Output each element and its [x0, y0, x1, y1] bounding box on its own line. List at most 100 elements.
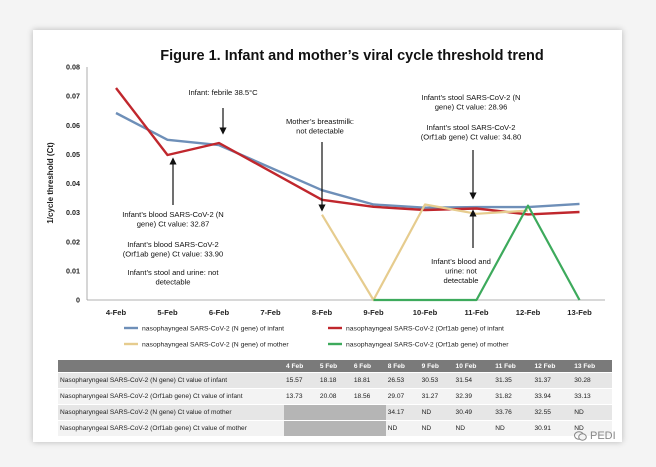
table-row-label: Nasopharyngeal SARS-CoV-2 (N gene) Ct va…	[58, 372, 284, 389]
series-line-2	[321, 203, 529, 302]
table-cell: 32.39	[453, 388, 494, 405]
table-cell: 26.53	[385, 372, 420, 389]
y-tick-label: 0.01	[66, 266, 80, 275]
table-header-cell: 10 Feb	[453, 360, 494, 373]
table-cell: 18.18	[317, 372, 352, 389]
table-header-cell: 5 Feb	[317, 360, 352, 373]
x-tick-label: 12-Feb	[516, 308, 541, 317]
table-header-cell: 12 Feb	[532, 360, 573, 373]
chart-title: Figure 1. Infant and mother’s viral cycl…	[160, 48, 544, 64]
table-header-cell: 6 Feb	[351, 360, 386, 373]
table-row: Nasopharyngeal SARS-CoV-2 (Orf1ab gene) …	[58, 388, 612, 405]
table-cell: 15.57	[284, 372, 318, 389]
x-tick-labels: 4-Feb 5-Feb 6-Feb 7-Feb 8-Feb 9-Feb 10-Feb 11-F…	[106, 308, 592, 317]
table-cell: 30.28	[572, 372, 612, 389]
legend-label: nasophayngeal SARS-CoV-2 (Orf1ab gene) o…	[346, 326, 504, 333]
annotation-stool1: Infant’s stool SARS-CoV-2 (N gene) Ct val…	[421, 93, 520, 112]
annotation-blood1: Infant’s blood SARS-CoV-2 (N gene) Ct val…	[122, 210, 224, 229]
x-tick-label: 8-Feb	[312, 308, 333, 317]
annotation-line: detectable	[443, 276, 478, 285]
table-blank-cell	[284, 420, 386, 436]
annotation-line: Infant’s blood SARS-CoV-2	[127, 240, 218, 249]
table-cell: ND	[453, 420, 494, 436]
annotation-stoolurine: Infant’s stool and urine: not detectable	[127, 268, 219, 287]
annotation-line: Infant’s stool SARS-CoV-2 (N	[421, 93, 520, 102]
annotation-arrows	[169, 108, 477, 248]
x-tick-label: 7-Feb	[260, 308, 281, 317]
table-header-cell: 11 Feb	[493, 360, 533, 373]
wechat-icon	[574, 431, 587, 441]
table-header-cell: 9 Feb	[419, 360, 454, 373]
annotation-line: (Orf1ab gene) Ct value: 33.90	[123, 250, 223, 259]
table-cell: 31.27	[419, 388, 454, 405]
legend-label: nasophayngeal SARS-CoV-2 (Orf1ab gene) o…	[346, 342, 509, 349]
table-cell: 31.54	[453, 372, 494, 389]
annotation-line: Infant’s stool and urine: not	[127, 268, 219, 277]
watermark-text: PEDI	[590, 430, 616, 442]
table-cell: 31.35	[493, 372, 533, 389]
table-cell: 30.91	[532, 420, 573, 436]
annotation-line: urine: not	[445, 267, 478, 276]
table-cell: ND	[419, 404, 454, 421]
table-cell: 30.49	[453, 404, 494, 421]
table-row: Nasopharyngeal SARS-CoV-2 (Orf1ab gene) …	[58, 420, 612, 436]
x-tick-label: 10-Feb	[413, 308, 438, 317]
series-line-0	[115, 111, 580, 209]
annotations: Infant: febrile 38.5°C Mother’s breastmil…	[122, 88, 521, 287]
table-cell: 32.55	[532, 404, 573, 421]
table-cell: ND	[572, 404, 612, 421]
watermark: PEDI	[574, 430, 616, 442]
table-cell: ND	[385, 420, 420, 436]
y-tick-label: 0.06	[66, 121, 80, 130]
annotation-line: detectable	[155, 278, 190, 287]
table-header-cell	[58, 360, 284, 373]
y-tick-label: 0.02	[66, 237, 80, 246]
table-row-label: Nasopharyngeal SARS-CoV-2 (Orf1ab gene) …	[58, 420, 284, 436]
legend-label: nasophayngeal SARS-CoV-2 (N gene) of inf…	[142, 326, 284, 333]
annotation-line: Mother’s breastmilk:	[286, 117, 354, 126]
table-row-label: Nasopharyngeal SARS-CoV-2 (N gene) Ct va…	[58, 404, 284, 421]
annotation-stool2: Infant’s stool SARS-CoV-2 (Orf1ab gene) C…	[421, 123, 521, 142]
y-tick-labels: 0 0.01 0.02 0.03 0.04 0.05 0.06 0.07 0.08	[66, 63, 80, 305]
table-cell: 33.76	[493, 404, 533, 421]
annotation-line: Infant’s blood and	[431, 257, 491, 266]
y-tick-label: 0.05	[66, 150, 80, 159]
legend-label: nasophayngeal SARS-CoV-2 (N gene) of mot…	[142, 342, 289, 349]
x-tick-label: 5-Feb	[157, 308, 178, 317]
x-tick-label: 11-Feb	[464, 308, 488, 317]
x-tick-label: 6-Feb	[209, 308, 230, 317]
table-header-cell: 13 Feb	[572, 360, 612, 373]
table-cell: 18.56	[351, 388, 386, 405]
series-line-1	[115, 87, 580, 216]
y-tick-label: 0.04	[66, 179, 80, 188]
table-cell: 29.07	[385, 388, 420, 405]
table-cell: 30.53	[419, 372, 454, 389]
table-cell: 31.37	[532, 372, 573, 389]
table-header-cell: 4 Feb	[284, 360, 318, 373]
annotation-line: (Orf1ab gene) Ct value: 34.80	[421, 133, 521, 142]
table-cell: ND	[419, 420, 454, 436]
table-row: Nasopharyngeal SARS-CoV-2 (N gene) Ct va…	[58, 404, 612, 421]
series-lines	[115, 87, 581, 302]
table-row: Nasopharyngeal SARS-CoV-2 (N gene) Ct va…	[58, 372, 612, 389]
table-cell: ND	[572, 420, 612, 436]
x-tick-label: 9-Feb	[363, 308, 384, 317]
table-cell: 31.82	[493, 388, 533, 405]
table-cell: 34.17	[385, 404, 420, 421]
table-cell: 18.81	[351, 372, 386, 389]
table-cell: 13.73	[284, 388, 318, 405]
annotation-line: Infant’s blood SARS-CoV-2 (N	[122, 210, 224, 219]
data-table: 4 Feb 5 Feb 6 Feb 8 Feb 9 Feb 10 Feb 11 Feb 12 …	[58, 360, 612, 436]
table-row-label: Nasopharyngeal SARS-CoV-2 (Orf1ab gene) …	[58, 388, 284, 405]
y-tick-label: 0.08	[66, 63, 80, 72]
x-tick-label: 13-Feb	[567, 308, 592, 317]
annotation-bloodurine: Infant’s blood and urine: not detectable	[431, 257, 491, 285]
annotation-blood2: Infant’s blood SARS-CoV-2 (Orf1ab gene) C…	[123, 240, 223, 259]
table-cell: 20.08	[317, 388, 352, 405]
y-tick-label: 0.07	[66, 92, 80, 101]
table-header-row: 4 Feb 5 Feb 6 Feb 8 Feb 9 Feb 10 Feb 11 Feb 12 …	[58, 360, 612, 373]
annotation-line: Infant: febrile 38.5°C	[188, 88, 258, 97]
table-cell: 33.94	[532, 388, 573, 405]
